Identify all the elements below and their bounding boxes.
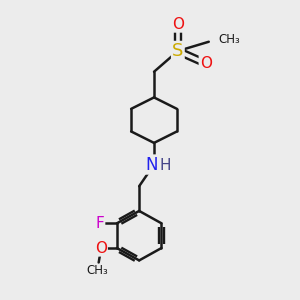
- Text: CH₃: CH₃: [87, 264, 109, 278]
- Text: O: O: [200, 56, 212, 71]
- Text: O: O: [172, 16, 184, 32]
- Text: H: H: [159, 158, 171, 173]
- Text: O: O: [95, 241, 107, 256]
- Text: CH₃: CH₃: [219, 33, 240, 46]
- Text: S: S: [172, 42, 184, 60]
- Text: N: N: [146, 155, 158, 173]
- Text: F: F: [95, 216, 104, 231]
